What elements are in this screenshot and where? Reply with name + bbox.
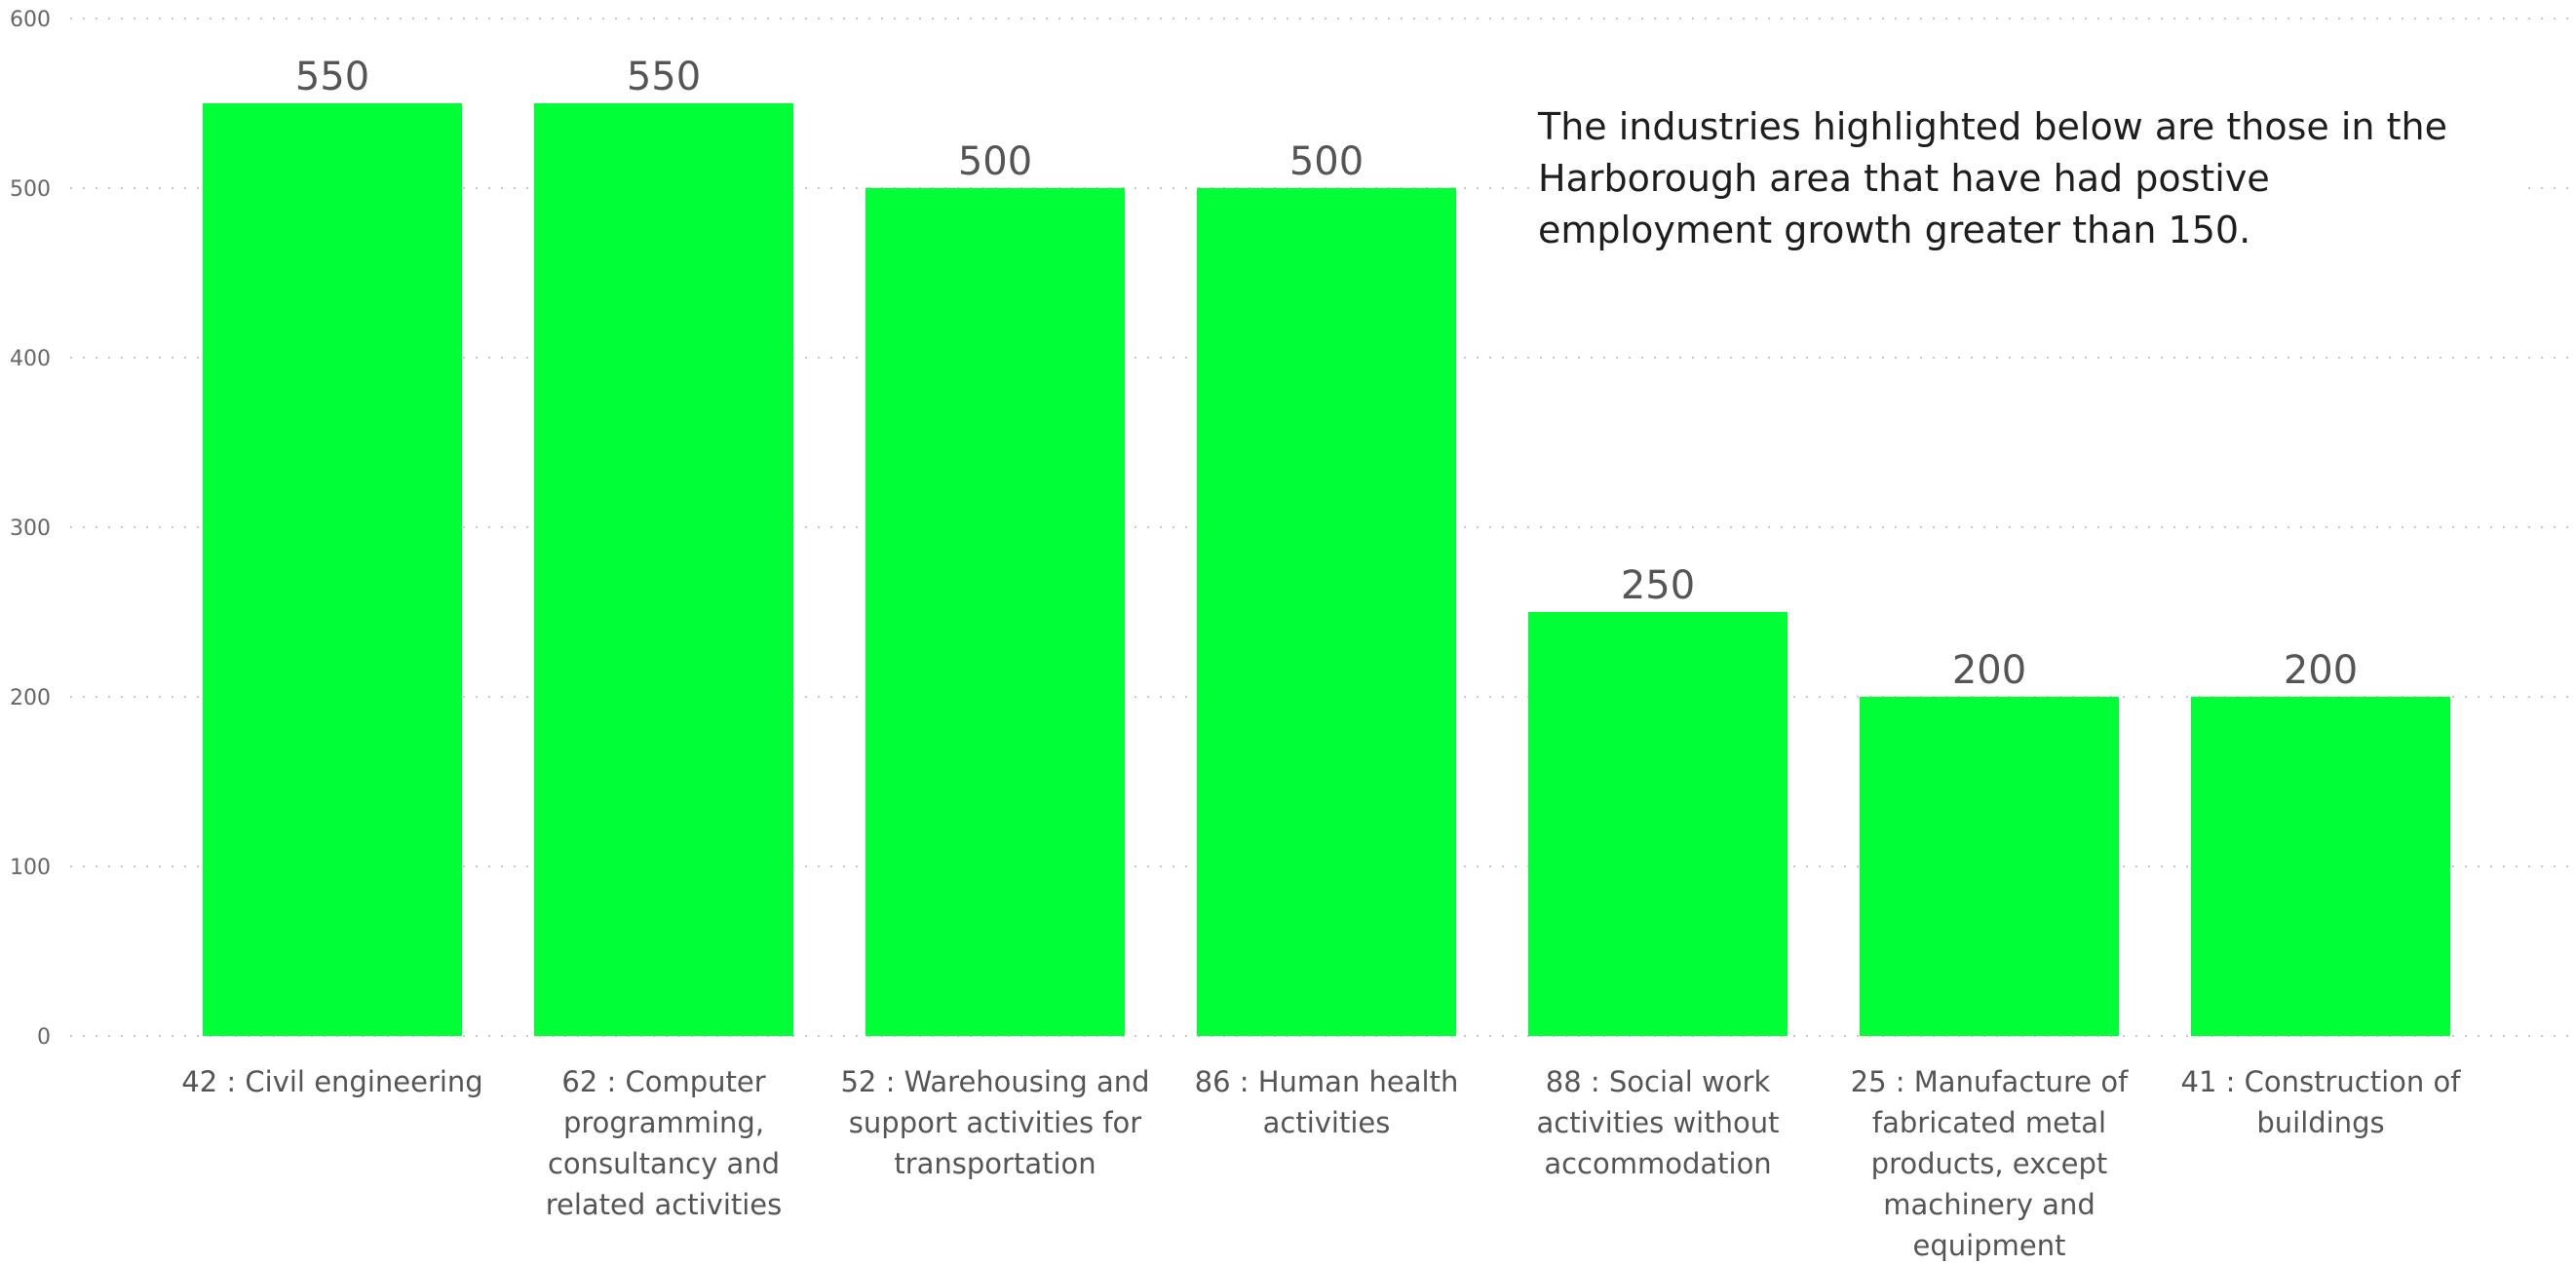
- category-label-line: machinery and: [1883, 1188, 2095, 1221]
- category-label-line: programming,: [563, 1106, 764, 1139]
- category-label-line: activities: [1263, 1106, 1391, 1139]
- y-tick-label: 400: [10, 347, 51, 371]
- category-label: 41 : Construction of buildings: [2181, 1065, 2462, 1139]
- category-label-line: accommodation: [1544, 1147, 1771, 1180]
- bar: [534, 103, 793, 1036]
- data-label: 550: [295, 55, 369, 99]
- bar: [2191, 697, 2450, 1036]
- bar: [203, 103, 462, 1036]
- category-label: 25 : Manufacture of fabricated metal produ…: [1851, 1065, 2129, 1262]
- y-tick-label: 300: [10, 517, 51, 541]
- data-label: 550: [627, 55, 701, 99]
- category-label-line: transportation: [894, 1147, 1096, 1180]
- bars: [203, 103, 2450, 1036]
- chart-annotation: The industries highlighted below are tho…: [1538, 101, 2520, 256]
- category-label-line: consultancy and: [548, 1147, 780, 1180]
- data-label: 500: [1289, 139, 1364, 184]
- category-label-line: 62 : Computer: [561, 1065, 765, 1098]
- category-label-line: 25 : Manufacture of: [1851, 1065, 2129, 1098]
- y-tick-label: 200: [10, 686, 51, 710]
- category-label: 86 : Human health activities: [1195, 1065, 1459, 1139]
- bar: [865, 188, 1125, 1036]
- y-tick-label: 0: [37, 1025, 51, 1050]
- category-label-line: 42 : Civil engineering: [181, 1065, 482, 1098]
- category-labels: 42 : Civil engineering 62 : Computer progr…: [181, 1065, 2461, 1262]
- y-tick-label: 500: [10, 177, 51, 202]
- category-label: 42 : Civil engineering: [181, 1065, 482, 1098]
- category-label-line: equipment: [1913, 1229, 2066, 1262]
- category-label: 52 : Warehousing and support activities f…: [840, 1065, 1149, 1180]
- category-label-line: 52 : Warehousing and: [840, 1065, 1149, 1098]
- category-label-line: support activities for: [849, 1106, 1141, 1139]
- category-label-line: buildings: [2256, 1106, 2384, 1139]
- category-label: 62 : Computer programming, consultancy and…: [546, 1065, 783, 1221]
- data-label: 250: [1621, 563, 1695, 608]
- data-labels: 550 550 500 500 250 200 200: [295, 55, 2358, 693]
- data-label: 200: [2284, 648, 2358, 693]
- category-label-line: related activities: [546, 1188, 783, 1221]
- data-label: 200: [1952, 648, 2026, 693]
- category-label-line: 41 : Construction of: [2181, 1065, 2462, 1098]
- y-tick-label: 600: [10, 8, 51, 32]
- bar: [1860, 697, 2119, 1036]
- y-axis-ticks: 0 100 200 300 400 500 600: [10, 8, 51, 1050]
- bar: [1528, 612, 1788, 1036]
- category-label-line: products, except: [1871, 1147, 2108, 1180]
- category-label-line: activities without: [1537, 1106, 1780, 1139]
- category-label-line: 88 : Social work: [1546, 1065, 1771, 1098]
- bar: [1197, 188, 1456, 1036]
- category-label: 88 : Social work activities without accomm…: [1537, 1065, 1780, 1180]
- category-label-line: fabricated metal: [1872, 1106, 2106, 1139]
- y-tick-label: 100: [10, 856, 51, 880]
- data-label: 500: [958, 139, 1032, 184]
- category-label-line: 86 : Human health: [1195, 1065, 1459, 1098]
